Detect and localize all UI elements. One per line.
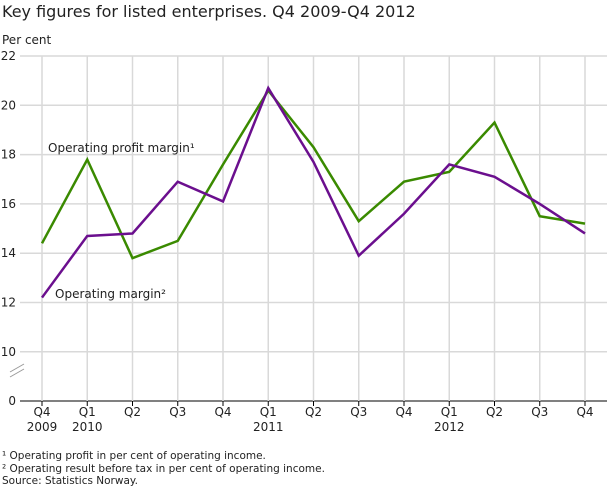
x-tick-label: Q1 bbox=[79, 405, 96, 419]
x-tick-year-label: 2012 bbox=[434, 420, 465, 434]
x-tick-year-label: 2011 bbox=[253, 420, 284, 434]
x-tick-label: Q4 bbox=[576, 405, 593, 419]
x-tick-year-label: 2009 bbox=[27, 420, 58, 434]
y-tick-label: 16 bbox=[1, 197, 16, 211]
x-tick-label: Q3 bbox=[169, 405, 186, 419]
y-tick-label: 20 bbox=[1, 98, 16, 112]
footnote-1: ¹ Operating profit in per cent of operat… bbox=[2, 450, 266, 462]
y-tick-label: 12 bbox=[1, 296, 16, 310]
x-tick-label: Q4 bbox=[395, 405, 412, 419]
y-tick-label: 22 bbox=[1, 49, 16, 63]
x-tick-label: Q4 bbox=[33, 405, 50, 419]
x-tick-label: Q1 bbox=[260, 405, 277, 419]
x-tick-label: Q2 bbox=[305, 405, 322, 419]
y-axis-label: Per cent bbox=[2, 33, 52, 47]
x-tick-year-label: 2010 bbox=[72, 420, 103, 434]
y-tick-label: 14 bbox=[1, 246, 16, 260]
chart-title: Key figures for listed enterprises. Q4 2… bbox=[2, 2, 416, 21]
x-tick-label: Q3 bbox=[350, 405, 367, 419]
axis-break-mark bbox=[9, 368, 25, 378]
axis-break-mark bbox=[9, 363, 25, 373]
x-tick-label: Q1 bbox=[441, 405, 458, 419]
source-note: Source: Statistics Norway. bbox=[2, 475, 138, 487]
series-label: Operating profit margin¹ bbox=[48, 141, 195, 155]
y-tick-label: 18 bbox=[1, 148, 16, 162]
x-tick-label: Q2 bbox=[486, 405, 503, 419]
y-tick-label: 0 bbox=[8, 394, 16, 408]
footnotes: ¹ Operating profit in per cent of operat… bbox=[2, 450, 325, 488]
x-tick-label: Q4 bbox=[214, 405, 231, 419]
x-tick-label: Q2 bbox=[124, 405, 141, 419]
y-tick-label: 10 bbox=[1, 345, 16, 359]
x-tick-label: Q3 bbox=[531, 405, 548, 419]
series-label: Operating margin² bbox=[55, 287, 166, 301]
footnote-2: ² Operating result before tax in per cen… bbox=[2, 462, 325, 475]
